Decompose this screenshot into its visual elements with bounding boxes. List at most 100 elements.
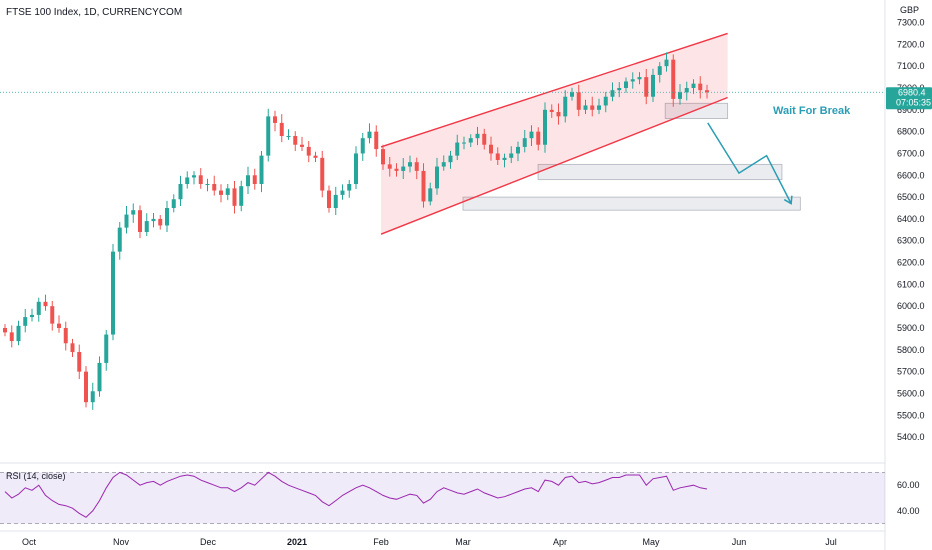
candle-body xyxy=(671,59,676,99)
candle-body xyxy=(273,116,277,123)
time-tick-label: Mar xyxy=(455,537,471,547)
price-tick-label: 5900.0 xyxy=(897,323,925,333)
price-tick-label: 5700.0 xyxy=(897,367,925,377)
time-tick-label: Nov xyxy=(113,537,130,547)
candle-body xyxy=(225,188,230,195)
time-tick-label: Oct xyxy=(22,537,37,547)
candle-body xyxy=(3,328,7,333)
candle-body xyxy=(468,138,473,143)
candle-body xyxy=(252,175,257,184)
currency-label: GBP xyxy=(900,5,919,15)
candle-body xyxy=(16,325,21,342)
candle-body xyxy=(347,184,352,191)
channel-lower-line[interactable] xyxy=(380,96,728,235)
candle-body xyxy=(259,155,264,184)
support-zone[interactable] xyxy=(537,163,783,181)
price-tick-label: 6800.0 xyxy=(897,127,925,137)
price-tick-label: 5600.0 xyxy=(897,388,925,398)
price-axis-ticks: 7300.07200.07100.07000.06900.06800.06700… xyxy=(897,18,925,443)
time-tick-label: Jun xyxy=(732,537,747,547)
candle-body xyxy=(414,162,419,171)
candle-body xyxy=(556,112,561,117)
time-axis-labels: Oct Nov Dec 2021 Feb Mar Apr May Jun Jul xyxy=(22,537,837,547)
candle-body xyxy=(529,131,534,139)
candle-body xyxy=(205,184,210,185)
candle-body xyxy=(576,92,581,110)
candle-body xyxy=(394,168,399,171)
candle-body xyxy=(354,153,358,184)
candle-body xyxy=(30,314,34,318)
price-tick-label: 6100.0 xyxy=(897,279,925,289)
time-tick-label: Feb xyxy=(373,537,389,547)
price-tick-label: 5800.0 xyxy=(897,345,925,355)
candle-body xyxy=(448,155,453,163)
candle-body xyxy=(644,77,649,97)
candle-body xyxy=(138,210,142,232)
candle-body xyxy=(563,96,568,117)
candle-body xyxy=(43,301,48,307)
projection-path[interactable] xyxy=(707,122,792,204)
candle-body xyxy=(340,190,345,195)
rsi-tick-label: 40.00 xyxy=(897,506,920,516)
support-zone[interactable] xyxy=(462,196,801,211)
candle-body xyxy=(651,74,655,97)
candle-body xyxy=(178,184,183,200)
candle-body xyxy=(232,188,237,206)
rsi-line xyxy=(4,471,708,518)
price-tick-label: 6600.0 xyxy=(897,170,925,180)
candle-body xyxy=(192,175,196,178)
wait-for-break-annotation[interactable]: Wait For Break xyxy=(773,105,851,117)
candle-body xyxy=(435,166,439,189)
candle-body xyxy=(482,133,487,145)
candle-body xyxy=(219,190,223,195)
time-tick-label: Apr xyxy=(553,537,567,547)
price-tick-label: 7300.0 xyxy=(897,18,925,28)
candle-body xyxy=(165,208,169,226)
candle-body xyxy=(239,186,244,206)
candle-body xyxy=(84,371,88,403)
candle-body xyxy=(691,83,696,88)
support-zones xyxy=(462,102,801,211)
candle-body xyxy=(333,194,338,208)
candle-body xyxy=(489,144,493,154)
projection-arrowhead xyxy=(783,195,793,205)
candle-body xyxy=(509,153,514,158)
candle-body xyxy=(543,109,547,145)
candle-body xyxy=(117,227,122,252)
candle-body xyxy=(131,210,136,215)
candles xyxy=(3,52,709,410)
candle-body xyxy=(313,155,318,158)
candle-body xyxy=(90,391,95,403)
channel-upper-line[interactable] xyxy=(380,32,728,148)
candle-body xyxy=(590,105,595,110)
candle-body xyxy=(158,218,163,226)
candle-body xyxy=(104,334,109,363)
candle-body xyxy=(462,142,466,144)
time-tick-label: Dec xyxy=(200,537,217,547)
candle-body xyxy=(597,105,601,110)
candle-body xyxy=(23,317,28,326)
candle-body xyxy=(124,214,129,228)
price-channel[interactable] xyxy=(380,32,728,235)
candle-body xyxy=(570,92,574,97)
price-tick-label: 7200.0 xyxy=(897,39,925,49)
support-zone[interactable] xyxy=(664,102,729,119)
price-tick-label: 7100.0 xyxy=(897,61,925,71)
candle-body xyxy=(516,146,520,154)
candle-body xyxy=(637,77,642,80)
candle-body xyxy=(327,190,331,208)
price-tick-label: 6300.0 xyxy=(897,236,925,246)
chart-title: FTSE 100 Index, 1D, CURRENCYCOM xyxy=(6,7,182,18)
candle-body xyxy=(522,138,527,147)
candle-body xyxy=(549,109,554,112)
candle-body xyxy=(603,96,608,106)
candle-body xyxy=(111,251,115,335)
time-tick-label: May xyxy=(642,537,660,547)
candle-body xyxy=(63,328,68,344)
candle-body xyxy=(475,133,480,139)
time-tick-label: Jul xyxy=(825,537,837,547)
projection-arrow[interactable] xyxy=(707,122,793,205)
candle-body xyxy=(367,131,372,139)
candle-body xyxy=(678,92,682,99)
